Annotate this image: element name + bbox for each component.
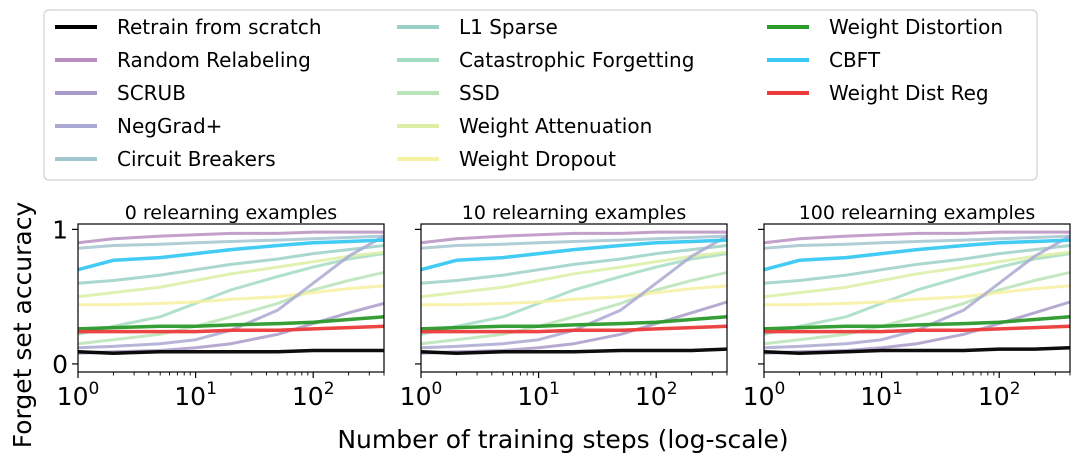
- legend-item-weight-dropout: Weight Dropout: [397, 147, 616, 171]
- series-line-weight-attenuation: [77, 250, 385, 299]
- legend-item-cbft: CBFT: [767, 48, 881, 72]
- series-group: [420, 230, 728, 355]
- series-line-random-relabeling: [77, 230, 384, 245]
- series-line-circuit-breakers: [763, 234, 1071, 250]
- series-line-l1-sparse: [77, 244, 385, 285]
- panel-title: 100 relearning examples: [799, 202, 1036, 224]
- legend-label: Retrain from scratch: [117, 15, 322, 39]
- x-tick-label: 102: [978, 379, 1021, 411]
- series-line-retrain-from-scratch: [77, 348, 384, 355]
- legend-item-circuit-breakers: Circuit Breakers: [55, 147, 276, 171]
- series-line-random-relabeling: [763, 230, 1070, 245]
- panel-title: 0 relearning examples: [125, 202, 337, 224]
- series-line-weight-distortion: [420, 315, 728, 331]
- series-line-l1-sparse: [420, 244, 728, 285]
- panel-2: 10 relearning examples 100 101 102: [400, 202, 728, 411]
- legend-item-l1-sparse: L1 Sparse: [397, 15, 558, 39]
- series-line-ssd: [763, 270, 1071, 346]
- y-tick-label: 1: [52, 215, 68, 244]
- y-axis-label: Forget set accuracy: [8, 202, 37, 449]
- legend-label: Catastrophic Forgetting: [459, 48, 694, 72]
- legend-label: NegGrad+: [117, 114, 222, 138]
- legend-label: Weight Attenuation: [459, 114, 652, 138]
- series-line-weight-dropout: [421, 284, 728, 307]
- x-tick-label: 100: [57, 379, 100, 411]
- series-line-circuit-breakers: [420, 234, 728, 250]
- x-tick-label: 101: [517, 379, 560, 411]
- series-line-weight-attenuation: [420, 250, 728, 299]
- x-tick-label: 102: [635, 379, 678, 411]
- series-line-ssd: [420, 270, 728, 346]
- series-line-ssd: [77, 270, 385, 346]
- y-tick-label: 0: [52, 350, 68, 379]
- panel-title: 10 relearning examples: [462, 202, 687, 224]
- series-line-l1-sparse: [763, 244, 1071, 285]
- legend-item-weight-attenuation: Weight Attenuation: [397, 114, 652, 138]
- series-line-weight-dist-reg: [78, 324, 385, 334]
- legend: Retrain from scratch Random Relabeling SCR…: [55, 15, 1003, 171]
- legend-label: Random Relabeling: [117, 48, 311, 72]
- legend-item-weight-dist-reg: Weight Dist Reg: [767, 81, 989, 105]
- series-line-weight-distortion: [77, 315, 385, 331]
- series-line-weight-attenuation: [763, 250, 1071, 299]
- legend-item-weight-distortion: Weight Distortion: [767, 15, 1003, 39]
- panel-3: 100 relearning examples 100 101 102: [743, 202, 1071, 411]
- series-group: [763, 230, 1071, 355]
- x-tick-label: 100: [743, 379, 786, 411]
- series-line-weight-distortion: [763, 315, 1071, 331]
- legend-frame: [43, 9, 1038, 181]
- legend-label: SCRUB: [117, 81, 186, 105]
- series-line-catastrophic-forgetting: [420, 252, 728, 336]
- legend-label: CBFT: [829, 48, 881, 72]
- legend-label: L1 Sparse: [459, 15, 558, 39]
- x-tick-label: 101: [174, 379, 217, 411]
- legend-item-catastrophic-forgetting: Catastrophic Forgetting: [397, 48, 694, 72]
- legend-label: Circuit Breakers: [117, 147, 276, 171]
- series-line-weight-dropout: [764, 284, 1071, 307]
- legend-label: SSD: [459, 81, 500, 105]
- series-line-weight-dropout: [78, 284, 385, 307]
- series-line-cbft: [420, 238, 728, 272]
- x-tick-label: 100: [400, 379, 443, 411]
- legend-label: Weight Dropout: [459, 147, 616, 171]
- series-line-retrain-from-scratch: [420, 347, 728, 355]
- x-axis-label: Number of training steps (log-scale): [337, 425, 788, 454]
- legend-item-scrub: SCRUB: [55, 81, 186, 105]
- legend-label: Weight Dist Reg: [829, 81, 989, 105]
- series-line-weight-dist-reg: [764, 324, 1071, 334]
- legend-item-retrain-from-scratch: Retrain from scratch: [55, 15, 322, 39]
- panel-1: 0 relearning examples 0 1 100 101 102: [52, 202, 385, 411]
- series-group: [77, 230, 385, 355]
- legend-item-ssd: SSD: [397, 81, 500, 105]
- series-line-weight-dist-reg: [421, 324, 728, 334]
- legend-item-neggrad: NegGrad+: [55, 114, 222, 138]
- series-line-catastrophic-forgetting: [77, 252, 385, 336]
- series-line-retrain-from-scratch: [763, 346, 1071, 355]
- series-line-catastrophic-forgetting: [763, 252, 1071, 336]
- series-line-cbft: [763, 238, 1071, 272]
- x-tick-label: 101: [860, 379, 903, 411]
- series-line-random-relabeling: [420, 230, 727, 245]
- legend-item-random-relabeling: Random Relabeling: [55, 48, 311, 72]
- x-tick-label: 102: [292, 379, 335, 411]
- series-line-cbft: [77, 238, 385, 272]
- legend-label: Weight Distortion: [829, 15, 1003, 39]
- series-line-circuit-breakers: [77, 234, 385, 250]
